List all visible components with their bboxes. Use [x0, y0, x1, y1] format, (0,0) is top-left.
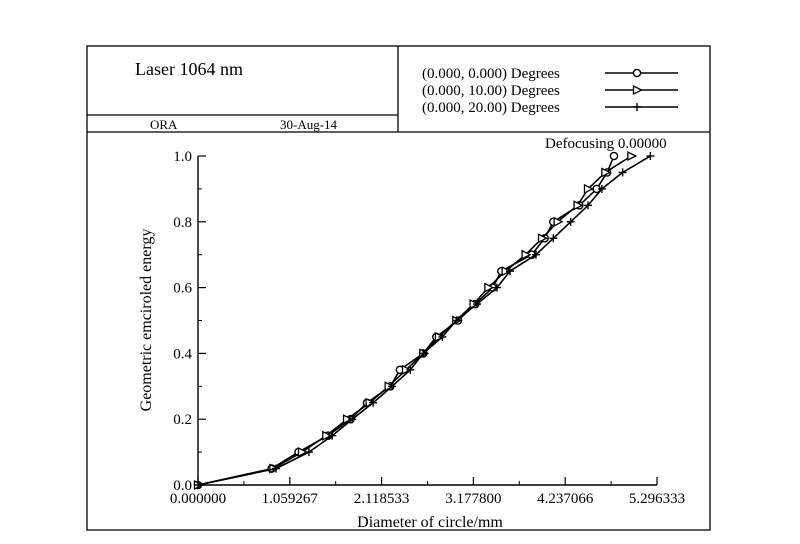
legend-marker — [633, 103, 641, 111]
axes: 0.000000 1.059267 2.118533 3.177800 4.237066… — [170, 149, 685, 507]
data-point — [473, 300, 482, 309]
data-point — [646, 152, 655, 160]
legend-marker — [632, 68, 642, 78]
data-point — [438, 332, 447, 341]
x-axis-label: Diameter of circle/mm — [357, 514, 503, 531]
data-point — [505, 267, 514, 276]
data-point — [484, 282, 495, 293]
data-point — [531, 250, 540, 259]
data-point — [369, 398, 378, 407]
data-point — [419, 349, 428, 358]
data-point — [492, 283, 501, 292]
legend-item-1 — [605, 68, 678, 78]
data-point — [537, 233, 549, 244]
data-point — [618, 168, 627, 177]
x-tick-label: 3.177800 — [445, 491, 501, 507]
series-layer — [193, 150, 655, 491]
data-point — [601, 167, 612, 178]
chart-title: Laser 1064 nm — [135, 59, 243, 79]
data-point — [271, 464, 280, 473]
footer-left-label: ORA — [150, 117, 178, 132]
y-tick-label: 0.0 — [173, 478, 192, 494]
data-point — [297, 447, 308, 458]
data-point — [388, 382, 397, 391]
x-tick-label: 2.118533 — [354, 491, 410, 507]
legend-label: (0.000, 10.00) Degrees — [422, 83, 560, 99]
x-tick-label: 5.296333 — [629, 491, 685, 507]
data-point — [521, 249, 532, 260]
y-tick-label: 1.0 — [173, 149, 192, 165]
defocusing-annotation: Defocusing 0.00000 — [545, 136, 667, 152]
y-tick-label: 0.4 — [173, 346, 192, 362]
data-point — [304, 448, 313, 457]
data-point — [328, 431, 337, 440]
series-line — [197, 155, 615, 486]
series-1 — [193, 151, 619, 490]
legend-marker — [632, 84, 643, 96]
data-point — [566, 217, 575, 226]
data-point — [553, 216, 564, 227]
legend-label: (0.000, 0.000) Degrees — [422, 66, 560, 82]
data-point — [583, 183, 594, 194]
footer-date: 30-Aug-14 — [280, 117, 338, 132]
data-point — [627, 150, 638, 162]
header-frame — [86, 45, 711, 531]
data-point — [348, 415, 357, 424]
series-line — [197, 155, 632, 486]
legend-item-3 — [605, 103, 678, 111]
y-axis-label: Geometric emciroled energy — [138, 229, 155, 412]
y-tick-label: 0.8 — [173, 215, 192, 231]
legend-label: (0.000, 20.00) Degrees — [422, 100, 560, 116]
data-point — [609, 151, 619, 161]
x-tick-label: 1.059267 — [262, 491, 319, 507]
series-3 — [194, 152, 655, 489]
data-point — [406, 365, 415, 374]
legend: (0.000, 0.000) Degrees(0.000, 10.00) Deg… — [422, 66, 678, 116]
data-point — [549, 234, 558, 243]
data-point — [194, 481, 202, 489]
x-tick-label: 4.237066 — [537, 491, 594, 507]
y-tick-label: 0.2 — [173, 412, 192, 428]
series-2 — [193, 150, 638, 491]
data-point — [342, 414, 354, 425]
data-point — [322, 430, 333, 441]
data-point — [597, 184, 606, 193]
legend-item-2 — [605, 84, 678, 96]
y-tick-label: 0.6 — [173, 281, 192, 297]
data-point — [573, 200, 584, 211]
x-tick-label: 0.000000 — [170, 491, 226, 507]
data-point — [583, 201, 592, 210]
data-point — [452, 316, 461, 325]
